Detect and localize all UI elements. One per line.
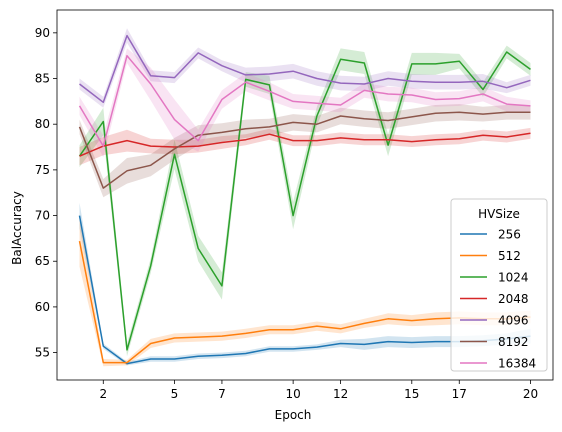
x-tick-label: 20 xyxy=(523,387,538,401)
legend-label-4096: 4096 xyxy=(498,314,529,328)
legend-title: HVSize xyxy=(478,207,520,221)
plot-frame xyxy=(56,9,554,381)
series-line-2048 xyxy=(79,132,531,157)
band-2048 xyxy=(79,127,531,166)
x-tick-label: 15 xyxy=(404,387,419,401)
series-line-16384 xyxy=(78,54,531,147)
y-tick-label: 55 xyxy=(35,346,50,360)
y-tick-label: 60 xyxy=(35,300,50,314)
series-line-4096 xyxy=(79,34,531,104)
x-tick-label: 10 xyxy=(285,387,300,401)
x-tick-label: 17 xyxy=(452,387,467,401)
x-axis-label: Epoch xyxy=(275,408,312,422)
x-tick-label: 12 xyxy=(333,387,348,401)
band-4096 xyxy=(79,28,531,108)
legend-label-1024: 1024 xyxy=(498,271,529,285)
legend-label-8192: 8192 xyxy=(498,335,529,349)
legend-box xyxy=(450,198,548,372)
x-tick-label: 5 xyxy=(171,387,179,401)
x-tick-label: 2 xyxy=(99,387,107,401)
y-tick-label: 70 xyxy=(35,209,50,223)
y-tick-label: 80 xyxy=(35,117,50,131)
x-tick-label: 7 xyxy=(218,387,226,401)
legend-label-512: 512 xyxy=(498,249,521,263)
legend: HVSize 256 512 1024 2048 4096 8192 16384 xyxy=(450,198,548,372)
y-tick-label: 75 xyxy=(35,163,50,177)
axes: 2 5 7 10 12 15 17 20 55 60 65 70 75 80 85 90 xyxy=(35,9,554,401)
series-lines xyxy=(78,34,531,365)
legend-label-2048: 2048 xyxy=(498,292,529,306)
y-axis-label: BalAccuracy xyxy=(10,191,24,265)
y-tick-label: 65 xyxy=(35,254,50,268)
y-tick-label: 85 xyxy=(35,72,50,86)
series-line-1024 xyxy=(78,51,531,351)
series-line-8192 xyxy=(78,111,531,189)
legend-label-256: 256 xyxy=(498,228,521,242)
y-tick-label: 90 xyxy=(35,26,50,40)
legend-label-16384: 16384 xyxy=(498,357,536,371)
